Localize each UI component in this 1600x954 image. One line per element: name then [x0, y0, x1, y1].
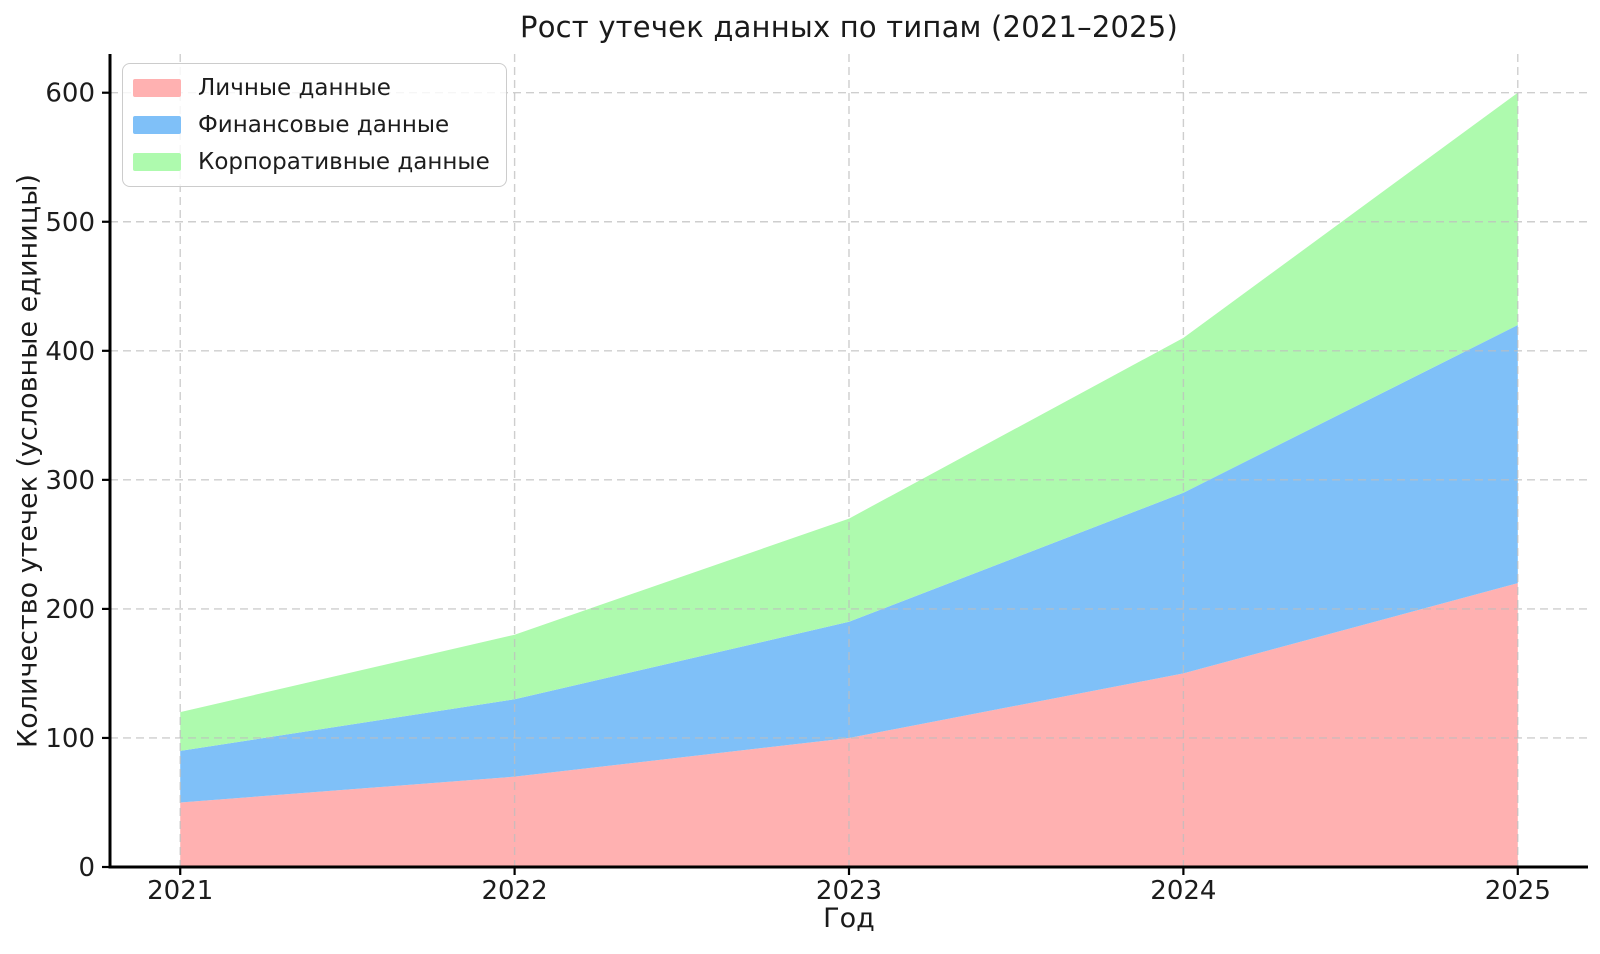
- y-tick-label: 0: [78, 853, 95, 883]
- x-tick-label: 2021: [147, 876, 213, 906]
- y-tick-label: 100: [45, 724, 95, 754]
- tick-labels: 0 100 200 300 400 500 600 2021 2022 2023 2024 2025: [45, 79, 1551, 906]
- y-tick-label: 500: [45, 208, 95, 238]
- legend-swatch-financial-icon: [133, 116, 181, 134]
- axes: [102, 54, 1588, 875]
- legend-item-corporate: Корпоративные данные: [133, 148, 490, 176]
- y-tick-label: 300: [45, 466, 95, 496]
- x-tick-label: 2023: [816, 876, 882, 906]
- legend: Личные данные Финансовые данные Корпорат…: [122, 63, 507, 187]
- x-tick-label: 2024: [1150, 876, 1216, 906]
- y-tick-label: 600: [45, 79, 95, 109]
- legend-label-personal: Личные данные: [198, 74, 391, 101]
- legend-item-personal: Личные данные: [133, 74, 490, 102]
- chart-title: Рост утечек данных по типам (2021–2025): [520, 10, 1178, 44]
- x-tick-label: 2022: [482, 876, 548, 906]
- gridlines: [110, 54, 1588, 867]
- y-axis-label: Количество утечек (условные единицы): [12, 174, 44, 748]
- y-tick-label: 200: [45, 595, 95, 625]
- x-tick-label: 2025: [1485, 876, 1551, 906]
- legend-swatch-corporate-icon: [133, 153, 181, 171]
- legend-swatch-personal-icon: [133, 79, 181, 97]
- x-axis-label: Год: [823, 903, 875, 934]
- legend-label-financial: Финансовые данные: [198, 111, 450, 138]
- legend-item-financial: Финансовые данные: [133, 111, 490, 139]
- y-tick-label: 400: [45, 337, 95, 367]
- legend-label-corporate: Корпоративные данные: [198, 148, 490, 175]
